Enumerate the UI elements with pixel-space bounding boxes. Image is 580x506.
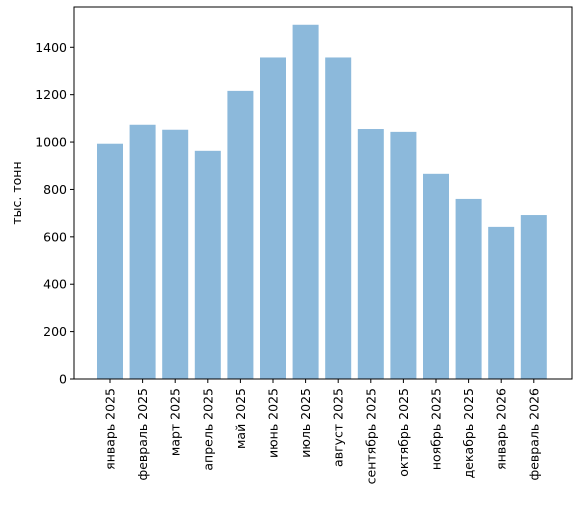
bar bbox=[97, 143, 123, 379]
x-tick-label: апрель 2025 bbox=[200, 388, 215, 471]
x-tick-label: июнь 2025 bbox=[266, 388, 281, 458]
y-axis-ticks: 0 200 400 600 800 1000 1200 1400 bbox=[35, 40, 74, 387]
x-tick-label: май 2025 bbox=[233, 388, 248, 449]
x-tick-label: июль 2025 bbox=[298, 388, 313, 458]
bar bbox=[260, 57, 286, 379]
x-tick-label: декабрь 2025 bbox=[461, 388, 476, 478]
x-tick-label: март 2025 bbox=[168, 388, 183, 456]
y-tick-label: 200 bbox=[43, 324, 67, 339]
y-tick-label: 400 bbox=[43, 277, 67, 292]
x-axis-ticks: январь 2025 февраль 2025 март 2025 апрель 2… bbox=[103, 379, 541, 484]
bar bbox=[390, 131, 417, 379]
bar bbox=[162, 129, 189, 379]
bar bbox=[357, 129, 384, 379]
bar bbox=[455, 198, 482, 379]
x-tick-label: февраль 2026 bbox=[526, 388, 541, 481]
bar bbox=[520, 215, 547, 379]
bar bbox=[488, 226, 515, 379]
y-tick-label: 600 bbox=[43, 229, 67, 244]
bars-group bbox=[97, 24, 547, 380]
plot-frame bbox=[73, 6, 573, 380]
y-tick-label: 0 bbox=[59, 372, 67, 387]
bar bbox=[325, 57, 352, 379]
y-axis-label: тыс. тонн bbox=[9, 161, 24, 224]
bar bbox=[227, 90, 254, 379]
x-tick-label: сентябрь 2025 bbox=[363, 388, 378, 484]
x-tick-label: январь 2026 bbox=[494, 388, 509, 470]
x-tick-label: август 2025 bbox=[331, 388, 346, 467]
bar bbox=[292, 24, 319, 380]
x-tick-label: ноябрь 2025 bbox=[429, 388, 444, 470]
x-tick-label: октябрь 2025 bbox=[396, 388, 411, 477]
y-tick-label: 1400 bbox=[35, 40, 67, 55]
y-tick-label: 1200 bbox=[35, 87, 67, 102]
bar bbox=[194, 150, 221, 379]
x-tick-label: январь 2025 bbox=[103, 388, 118, 470]
y-tick-label: 800 bbox=[43, 182, 67, 197]
bar bbox=[129, 124, 156, 379]
y-tick-label: 1000 bbox=[35, 135, 67, 150]
bar bbox=[423, 173, 449, 379]
x-tick-label: февраль 2025 bbox=[135, 388, 150, 480]
